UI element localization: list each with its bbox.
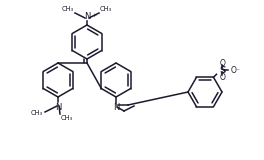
Text: O⁻: O⁻: [230, 66, 241, 75]
Text: CH₃: CH₃: [100, 5, 112, 12]
Text: O: O: [220, 59, 225, 68]
Text: S: S: [219, 66, 226, 75]
Text: CH₃: CH₃: [61, 115, 73, 121]
Text: +: +: [91, 12, 96, 17]
Text: O: O: [220, 73, 225, 82]
Text: N: N: [55, 103, 61, 112]
Text: CH₃: CH₃: [62, 5, 74, 12]
Text: N: N: [113, 104, 119, 112]
Text: N: N: [84, 12, 90, 20]
Text: CH₃: CH₃: [31, 110, 43, 116]
